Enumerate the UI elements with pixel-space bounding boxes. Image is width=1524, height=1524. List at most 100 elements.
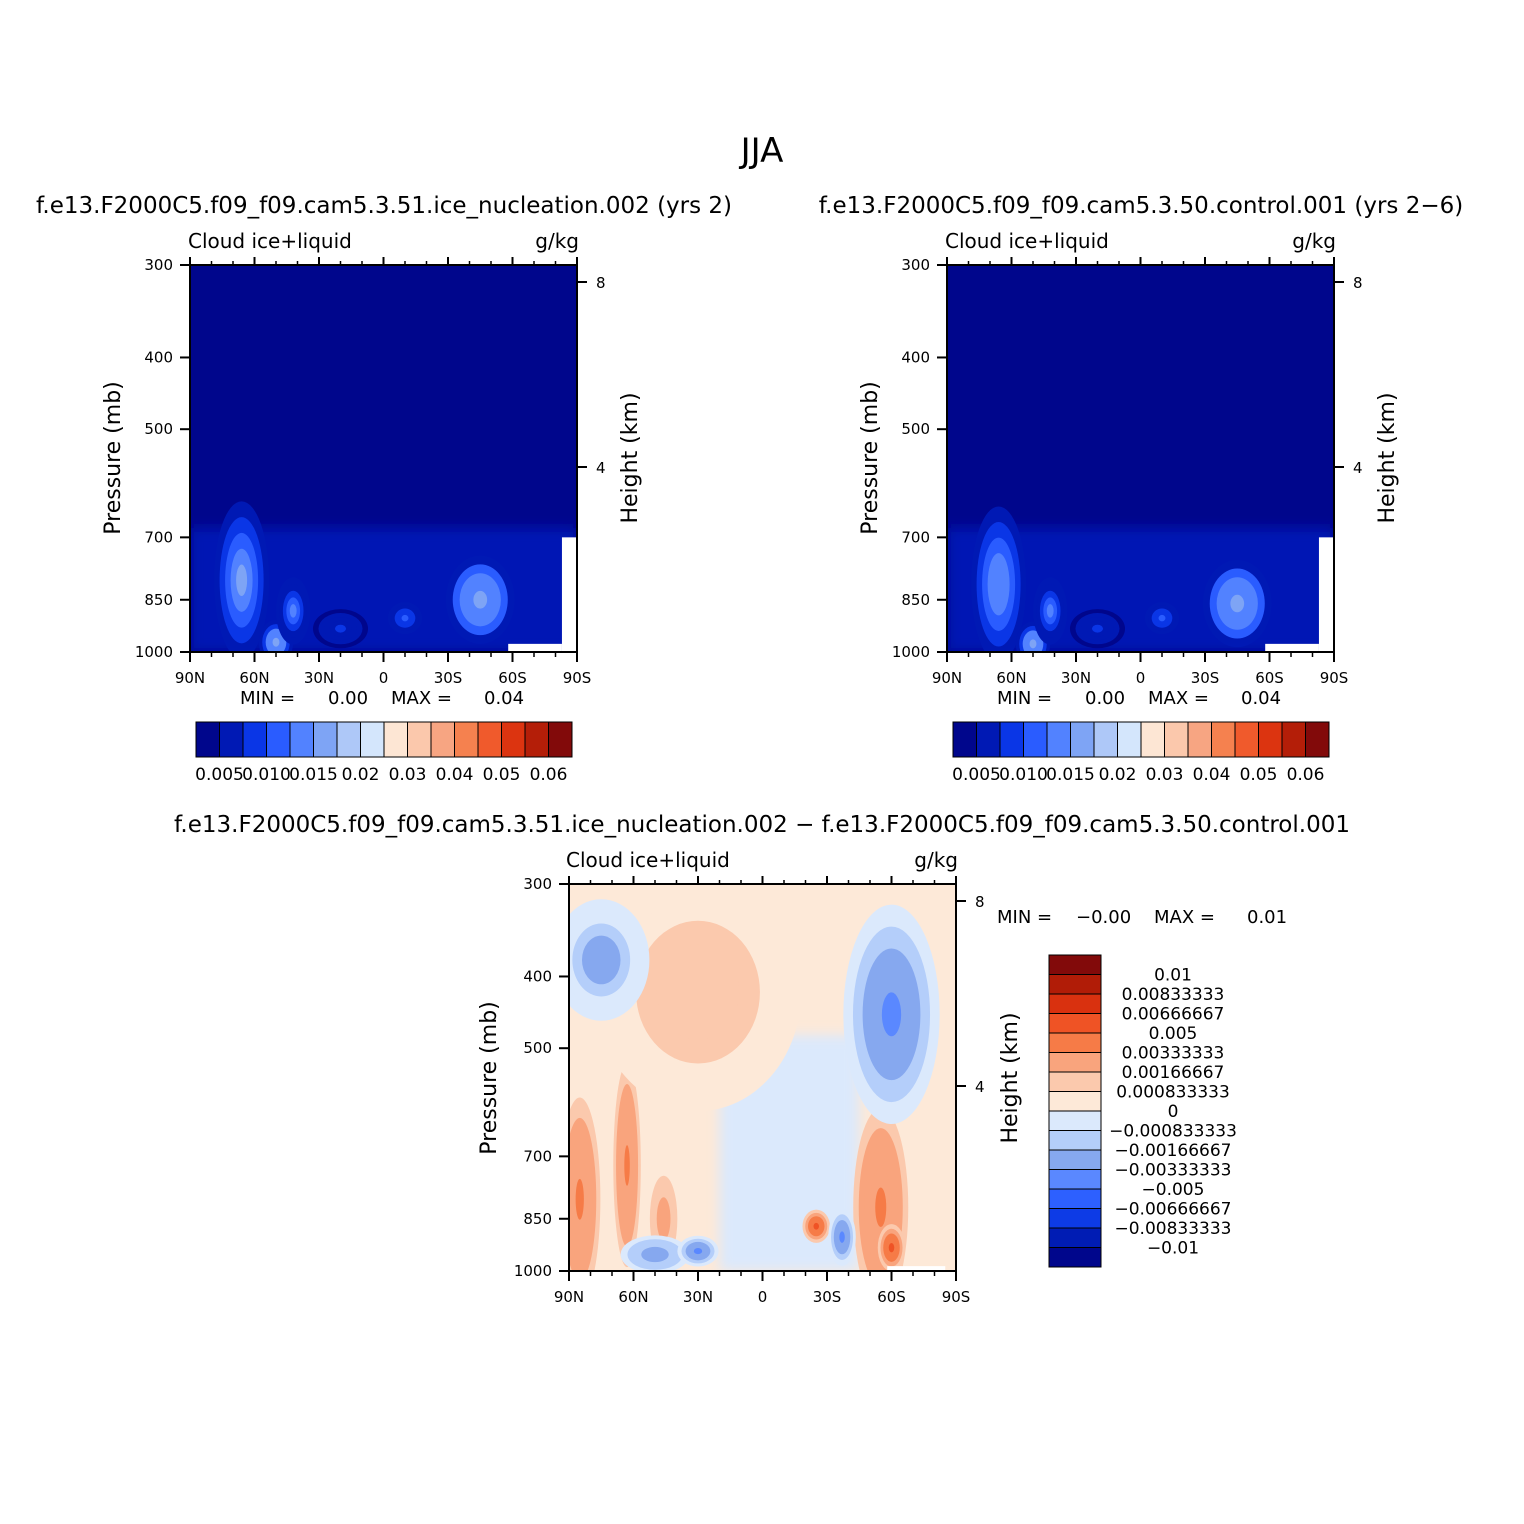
colorbar-label: 0.02: [1099, 765, 1137, 785]
colorbar-label: 0.00333333: [1122, 1044, 1225, 1064]
y-tick-label: 700: [901, 528, 930, 546]
colorbar-swatch: [477, 721, 502, 758]
colorbar-label: 0.05: [1240, 765, 1278, 785]
y-tick-label: 1000: [892, 643, 930, 661]
colorbar-swatch: [1070, 721, 1095, 758]
colorbar-swatch: [1234, 721, 1259, 758]
colorbar-swatch: [1048, 1110, 1102, 1131]
min-label: MIN =: [997, 907, 1052, 928]
contour-blob: [624, 1145, 630, 1186]
axes: 90N 60N 30N 0 30S 60S 90S 300 400 500 700 850 1000 8 4: [892, 256, 1363, 687]
colorbar-swatch: [313, 721, 338, 758]
contour-blob: [236, 564, 248, 597]
min-value: 0.00: [1085, 688, 1125, 709]
colorbar-label: 0.010: [242, 765, 291, 785]
y-tick-label: 1000: [514, 1262, 552, 1280]
colorbar-label: −0.00166667: [1115, 1141, 1232, 1161]
contour-blob: [677, 968, 719, 1016]
max-value: 0.04: [484, 688, 524, 709]
colorbar-swatch: [1048, 1032, 1102, 1053]
y-tick-label: 300: [144, 256, 173, 274]
colorbar-label: 0.03: [389, 765, 427, 785]
contour-blob: [839, 1231, 845, 1243]
colorbar-swatch: [383, 721, 408, 758]
max-label: MAX =: [1154, 907, 1215, 928]
contour-blob: [813, 1222, 820, 1230]
contour-blob: [401, 614, 409, 622]
contour-blob: [1091, 624, 1104, 633]
colorbar-label: −0.00666667: [1115, 1200, 1232, 1220]
colorbar-swatch: [1046, 721, 1071, 758]
colorbar-label: −0.000833333: [1109, 1122, 1237, 1142]
colorbar-label: −0.00833333: [1115, 1219, 1232, 1239]
contour-blob: [591, 947, 611, 973]
colorbar-swatch: [501, 721, 526, 758]
colorbar-swatch: [1048, 954, 1102, 975]
min-value: −0.00: [1076, 907, 1131, 928]
colorbar-swatch: [1093, 721, 1118, 758]
colorbar-label: 0.005: [952, 765, 1001, 785]
max-value: 0.04: [1241, 688, 1281, 709]
colorbar-label: 0: [1168, 1102, 1179, 1122]
panel-title: f.e13.F2000C5.f09_f09.cam5.3.50.control.…: [819, 193, 1463, 219]
max-label: MAX =: [391, 688, 452, 709]
y2-tick-label: 4: [1353, 459, 1363, 477]
contour-blob: [473, 590, 488, 609]
x-tick-label: 90S: [942, 1288, 971, 1306]
colorbar: 0.010.008333330.006666670.0050.003333330…: [1048, 954, 1237, 1268]
colorbar-swatch: [952, 721, 977, 758]
colorbar-label: 0.00833333: [1122, 985, 1225, 1005]
colorbar-label: −0.00333333: [1115, 1161, 1232, 1181]
y-tick-label: 400: [144, 348, 173, 366]
y-tick-label: 1000: [135, 643, 173, 661]
colorbar-swatch: [1048, 1149, 1102, 1170]
x-tick-label: 30N: [1061, 669, 1091, 687]
colorbar-label: 0.000833333: [1116, 1083, 1230, 1103]
variable-label: Cloud ice+liquid: [945, 229, 1109, 253]
x-tick-label: 90S: [563, 669, 592, 687]
y-tick-label: 400: [901, 348, 930, 366]
colorbar-swatch: [1048, 1208, 1102, 1229]
pressure-axis-label: Pressure (mb): [477, 1001, 502, 1155]
x-tick-label: 60N: [618, 1288, 648, 1306]
colorbar-label: 0.00666667: [1122, 1005, 1225, 1025]
figure-title: JJA: [739, 131, 784, 171]
height-axis-label: Height (km): [998, 1012, 1023, 1143]
y-tick-label: 300: [523, 875, 552, 893]
contour-blob: [1029, 639, 1037, 649]
y-tick-label: 500: [523, 1039, 552, 1057]
panel-ice-nucleation: f.e13.F2000C5.f09_f09.cam5.3.51.ice_nucl…: [36, 193, 732, 785]
y-tick-label: 700: [144, 528, 173, 546]
colorbar-swatch: [454, 721, 479, 758]
y2-tick-label: 4: [975, 1078, 985, 1096]
panel-difference: f.e13.F2000C5.f09_f09.cam5.3.51.ice_nucl…: [174, 812, 1350, 1306]
contour-blob: [272, 637, 280, 647]
missing-data: [1265, 643, 1319, 652]
y2-tick-label: 8: [596, 274, 606, 292]
variable-label: Cloud ice+liquid: [188, 229, 352, 253]
x-tick-label: 30S: [813, 1288, 842, 1306]
axes: 90N 60N 30N 0 30S 60S 90S 300 400 500 700 850 1000 8 4: [514, 875, 985, 1306]
height-axis-label: Height (km): [1375, 392, 1400, 523]
colorbar-swatch: [242, 721, 267, 758]
panel-title: f.e13.F2000C5.f09_f09.cam5.3.51.ice_nucl…: [174, 812, 1350, 838]
contour-field: [190, 265, 577, 652]
y-tick-label: 850: [523, 1210, 552, 1228]
colorbar-label: 0.00166667: [1122, 1063, 1225, 1083]
colorbar-swatch: [1048, 1071, 1102, 1092]
panel-control: f.e13.F2000C5.f09_f09.cam5.3.50.control.…: [819, 193, 1463, 785]
x-tick-label: 60S: [1255, 669, 1284, 687]
y2-tick-label: 4: [596, 459, 606, 477]
colorbar-swatch: [430, 721, 455, 758]
colorbar-swatch: [1048, 1013, 1102, 1034]
x-tick-label: 90S: [1320, 669, 1349, 687]
y-tick-label: 850: [901, 591, 930, 609]
colorbar-label: 0.03: [1146, 765, 1184, 785]
contour-blob: [881, 992, 902, 1037]
y-tick-label: 700: [523, 1147, 552, 1165]
x-tick-label: 30S: [1191, 669, 1220, 687]
contour-blob: [648, 1250, 662, 1259]
colorbar-swatch: [1023, 721, 1048, 758]
x-tick-label: 90N: [175, 669, 205, 687]
contour-blob: [660, 1207, 668, 1230]
